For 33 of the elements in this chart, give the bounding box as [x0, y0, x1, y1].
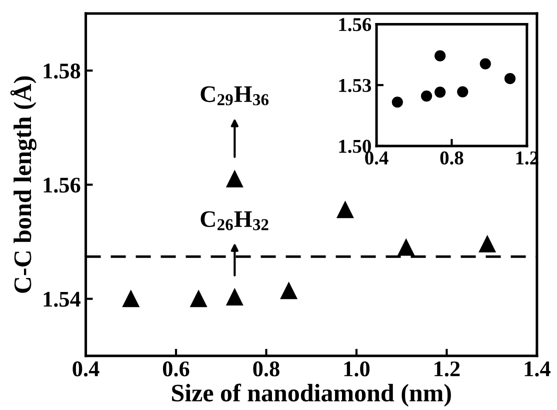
point: [226, 288, 243, 306]
y-tick-label: 1.56: [44, 178, 80, 193]
point: [420, 90, 432, 102]
point: [398, 239, 414, 256]
y-tick-label: 1.58: [44, 64, 80, 79]
point: [457, 86, 468, 98]
annotation: C$_{29}$H$_{36}$: [200, 86, 269, 106]
y-tick-label: 1.54: [44, 292, 81, 307]
y-tick-label: 1.53: [339, 78, 372, 92]
y-tick-label: 1.50: [339, 140, 371, 153]
y-axis-title: C-C bond length (Å): [10, 76, 36, 293]
x-tick-label: 1.0: [344, 361, 370, 376]
point: [480, 58, 491, 70]
point: [434, 86, 446, 98]
point: [190, 290, 207, 308]
x-tick-label: 1.4: [524, 361, 550, 376]
x-tick-label: 0.4: [365, 151, 388, 165]
x-tick-label: 0.6: [162, 361, 190, 376]
point: [226, 170, 243, 188]
x-tick-label: 0.4: [72, 361, 100, 376]
point: [122, 290, 140, 308]
x-tick-label: 0.8: [440, 151, 464, 165]
y-tick-label: 1.56: [339, 18, 372, 32]
point: [280, 282, 298, 300]
annotation: C$_{26}$H$_{32}$: [200, 211, 268, 230]
point: [504, 73, 516, 84]
x-axis-title: Size of nanodiamond (nm): [172, 384, 451, 407]
x-tick-label: 0.8: [253, 361, 280, 376]
x-tick-label: 1.2: [434, 361, 460, 376]
point: [392, 96, 403, 108]
point: [478, 236, 496, 252]
point: [434, 50, 446, 62]
point: [336, 201, 354, 218]
